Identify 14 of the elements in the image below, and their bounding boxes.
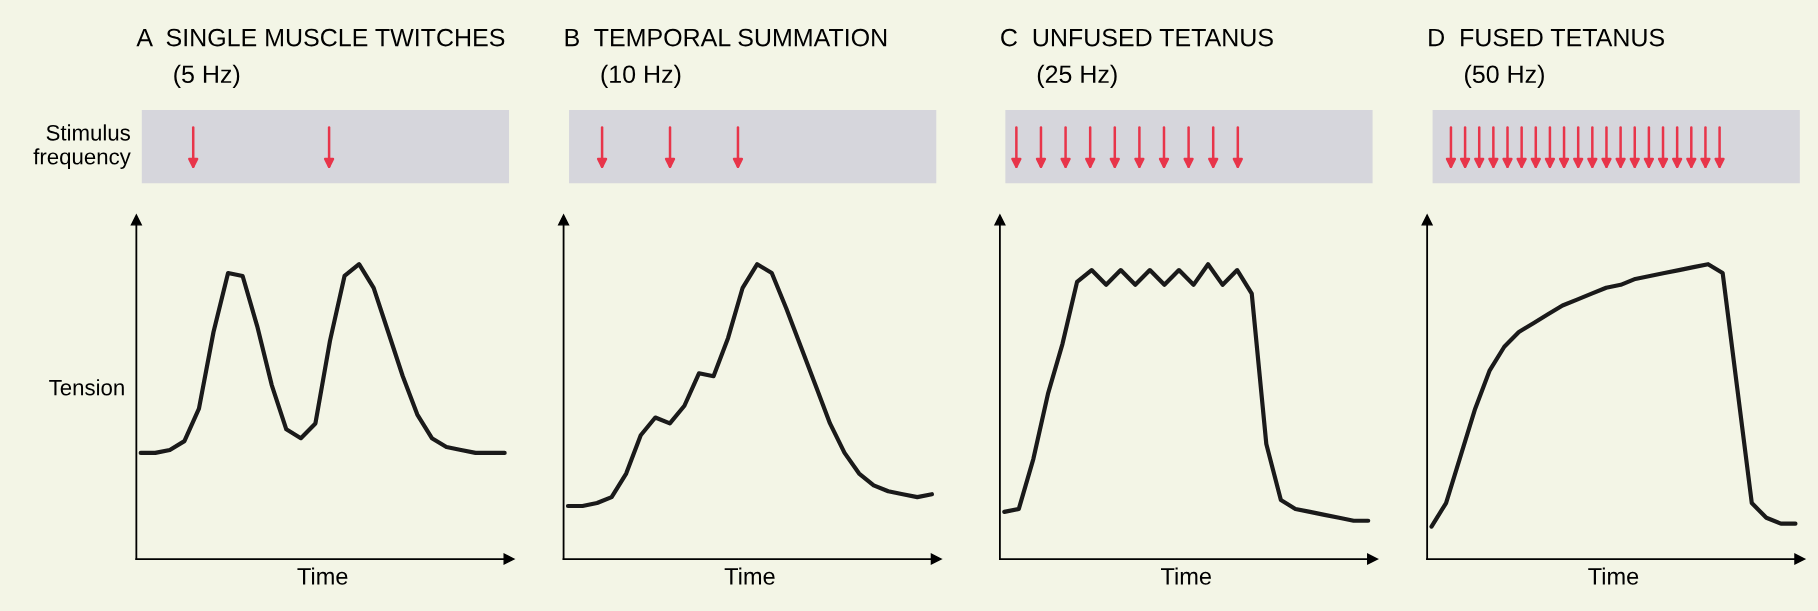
chart-subtitle: (25 Hz) [1037,64,1117,89]
x-axis-title: Time [724,567,775,585]
y-axis-title: Tension [49,379,124,396]
chart-subtitle: (10 Hz) [601,64,681,89]
x-axis-title: Time [297,567,348,585]
chart-title: A SINGLE MUSCLE TWITCHES [136,28,505,47]
chart-title: B TEMPORAL SUMMATION [565,28,887,47]
chart-title: C UNFUSED TETANUS [1001,28,1273,47]
text: Stimulus frequency [33,124,131,169]
x-axis-title: Time [1588,567,1639,585]
chart-subtitle: (5 Hz) [174,64,240,89]
chart-title: D FUSED TETANUS [1429,28,1664,47]
x-axis-title: Time [1160,567,1211,585]
chart-subtitle: (50 Hz) [1465,64,1544,89]
